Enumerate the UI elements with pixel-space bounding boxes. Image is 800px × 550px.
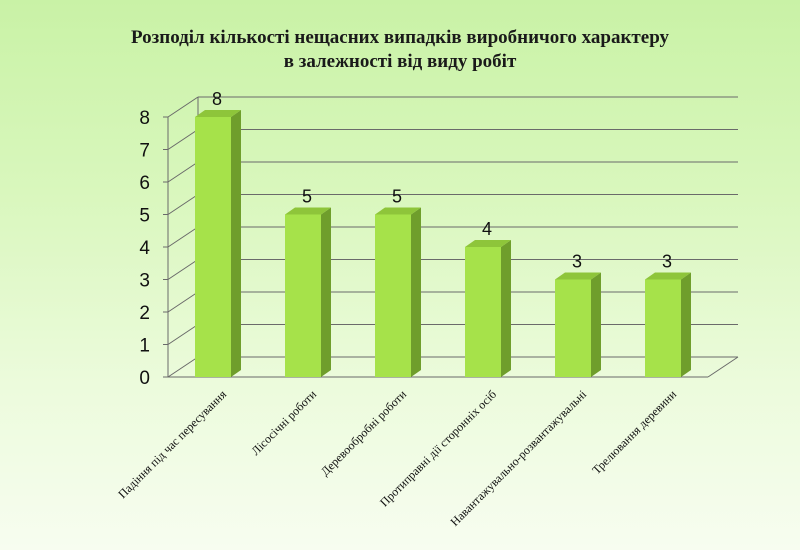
data-label: 5 — [392, 187, 402, 207]
y-tick-label: 8 — [139, 108, 150, 129]
gridline-diagonal — [167, 356, 199, 378]
data-label: 4 — [482, 219, 492, 239]
data-label: 8 — [212, 89, 222, 109]
y-tick-label: 7 — [139, 141, 150, 162]
gridline-diagonal — [167, 194, 199, 215]
bar-side — [501, 240, 511, 377]
gridline-diagonal — [167, 291, 199, 313]
bar-front — [645, 279, 681, 377]
gridline-diagonal — [167, 259, 199, 280]
data-label: 3 — [572, 252, 582, 272]
bar — [645, 272, 691, 377]
data-labels: 8 5 5 4 3 3 — [212, 89, 672, 272]
bar — [285, 207, 331, 377]
bar-top — [195, 110, 241, 117]
bar-side — [411, 207, 421, 377]
gridline-diagonal — [167, 129, 199, 150]
bar — [465, 240, 511, 377]
y-tick-label: 1 — [139, 336, 150, 357]
bar-front — [285, 214, 321, 377]
bar-side — [591, 272, 601, 377]
y-tick-label: 4 — [139, 238, 150, 259]
x-tick-label: Трелювання деревини — [589, 387, 679, 477]
bars — [195, 110, 691, 377]
data-label: 3 — [662, 252, 672, 272]
y-tick-label: 2 — [139, 303, 150, 324]
bar-top — [465, 240, 511, 247]
bar — [375, 207, 421, 377]
bar-top — [555, 272, 601, 280]
gridline-diagonal — [167, 161, 199, 183]
x-tick-label: Падіння під час пересування — [115, 387, 229, 501]
y-tick-label: 6 — [139, 173, 150, 194]
chart-title: Розподіл кількості нещасних випадків вир… — [0, 26, 800, 74]
chart-title-line-1: Розподіл кількості нещасних випадків вир… — [130, 27, 670, 48]
bar-side — [321, 207, 331, 377]
bar-front — [465, 247, 501, 377]
y-tick-label: 5 — [139, 206, 150, 227]
y-tick-label: 0 — [139, 368, 150, 389]
floor-right-edge — [707, 356, 739, 378]
x-tick-label: Деревообробні роботи — [318, 387, 410, 479]
gridline-diagonal — [167, 226, 199, 248]
chart-title-line-2: в залежності від виду робіт — [283, 51, 517, 72]
bar-front — [195, 117, 231, 377]
data-label: 5 — [302, 187, 312, 207]
x-tick-label: Лісосічні роботи — [248, 387, 319, 458]
bar-top — [285, 207, 331, 215]
gridline-diagonal — [167, 96, 199, 118]
bar-side — [681, 272, 691, 377]
bar-front — [375, 214, 411, 377]
bar — [195, 110, 241, 377]
bar-front — [555, 279, 591, 377]
bar-side — [231, 110, 241, 377]
bar — [555, 272, 601, 377]
y-axis-ticks: 0 1 2 3 4 5 6 7 8 — [139, 108, 150, 389]
x-axis-ticks: Падіння під час пересування Лісосічні роб… — [115, 387, 679, 529]
y-tick-label: 3 — [139, 271, 150, 292]
gridline-diagonal — [167, 324, 199, 345]
bar-top — [645, 272, 691, 280]
bar-top — [375, 207, 421, 215]
